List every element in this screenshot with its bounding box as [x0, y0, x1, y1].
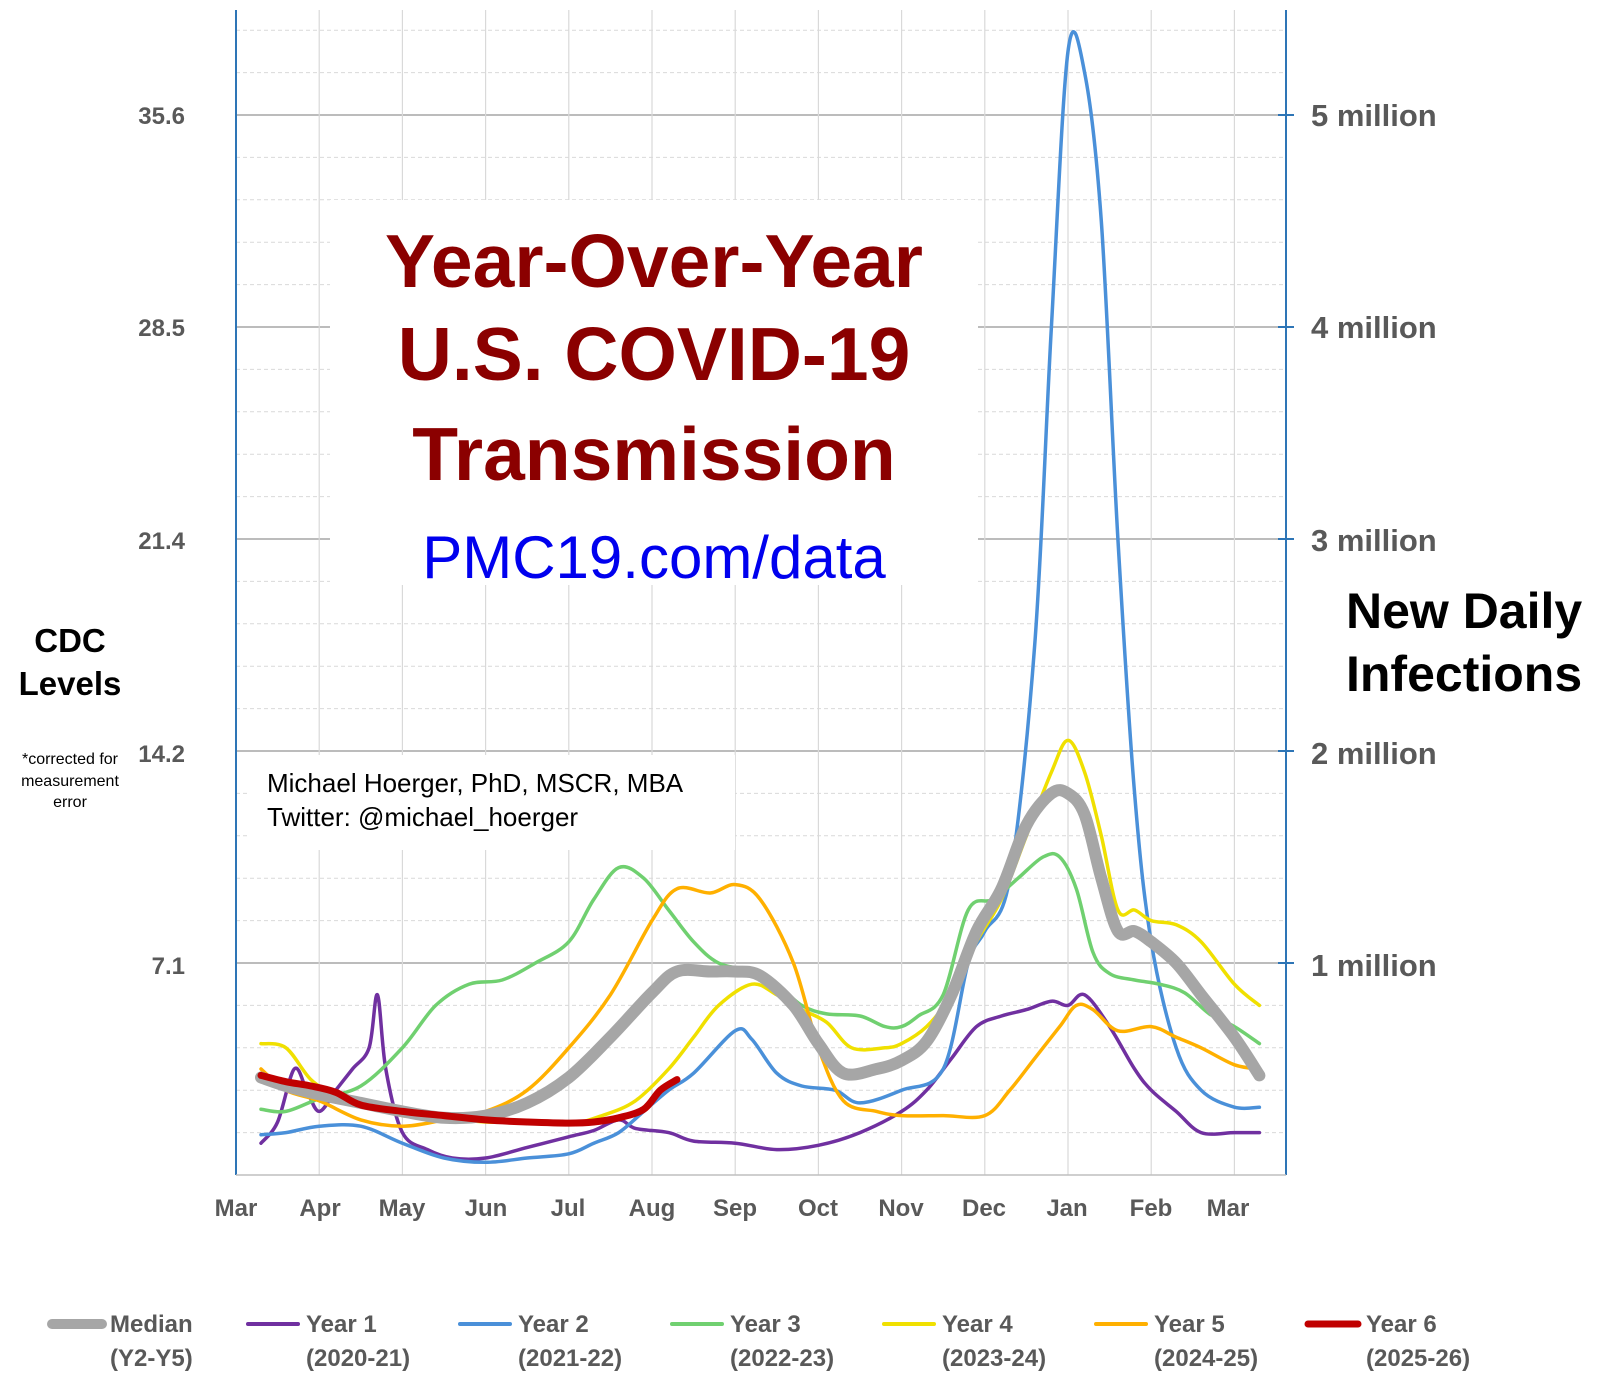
legend-sublabel-median: (Y2-Y5) [110, 1345, 193, 1372]
author-name: Michael Hoerger, PhD, MSCR, MBA [267, 768, 684, 798]
left-axis-note-line-3: error [53, 794, 87, 811]
legend-sublabel-year-3: (2022-23) [730, 1345, 834, 1372]
right-tick-label: 2 million [1311, 736, 1437, 771]
x-tick-label: Feb [1130, 1195, 1173, 1222]
left-axis-title-line-1: CDC [34, 622, 106, 659]
left-tick-label: 28.5 [138, 315, 185, 342]
series-line-median [255, 784, 1266, 1125]
series-line-year-1 [259, 992, 1262, 1161]
x-tick-label: Jun [465, 1195, 508, 1222]
legend-label-year-5: Year 5 [1154, 1311, 1225, 1338]
x-tick-label: Jan [1046, 1195, 1087, 1222]
series-line-year-6 [257, 1071, 681, 1127]
legend: Median (Y2-Y5) Year 1 (2020-21) Year 2 (2021-… [47, 1311, 1470, 1372]
right-axis-title-line-1: New Daily [1346, 583, 1582, 639]
left-axis-note-line-2: measurement [21, 773, 119, 790]
x-tick-label: Mar [215, 1195, 258, 1222]
legend-label-year-6: Year 6 [1366, 1311, 1437, 1338]
x-tick-label: May [379, 1195, 426, 1222]
chart-title-line-2: U.S. COVID-19 [398, 312, 911, 396]
series-layer [255, 30, 1266, 1165]
left-tick-label: 7.1 [152, 953, 185, 980]
legend-sublabel-year-4: (2023-24) [942, 1345, 1046, 1372]
series-line-year-2 [259, 30, 1262, 1165]
data-url[interactable]: PMC19.com/data [422, 524, 886, 591]
legend-label-year-2: Year 2 [518, 1311, 589, 1338]
right-axis-title-line-2: Infections [1346, 646, 1582, 702]
legend-sublabel-year-1: (2020-21) [306, 1345, 410, 1372]
x-tick-label: Oct [798, 1195, 838, 1222]
x-tick-label: Jul [551, 1195, 586, 1222]
legend-sublabel-year-5: (2024-25) [1154, 1345, 1258, 1372]
x-tick-label: Apr [299, 1195, 340, 1222]
legend-sublabel-year-6: (2025-26) [1366, 1345, 1470, 1372]
x-tick-label: Sep [713, 1195, 757, 1222]
left-tick-label: 14.2 [138, 741, 185, 768]
right-tick-label: 1 million [1311, 948, 1437, 983]
author-twitter: Twitter: @michael_hoerger [267, 802, 578, 832]
right-tick-label: 4 million [1311, 310, 1437, 345]
x-tick-label: Dec [962, 1195, 1006, 1222]
legend-label-year-4: Year 4 [942, 1311, 1013, 1338]
chart-title-line-1: Year-Over-Year [385, 219, 923, 303]
legend-label-year-1: Year 1 [306, 1311, 377, 1338]
right-tick-label: 5 million [1311, 98, 1437, 133]
right-tick-label: 3 million [1311, 523, 1437, 558]
legend-sublabel-year-2: (2021-22) [518, 1345, 622, 1372]
x-tick-label: Mar [1207, 1195, 1250, 1222]
left-tick-label: 35.6 [138, 103, 185, 130]
legend-label-year-3: Year 3 [730, 1311, 801, 1338]
left-axis-note-line-1: *corrected for [22, 751, 119, 768]
x-tick-label: Nov [878, 1195, 924, 1222]
series-line-year-3 [259, 851, 1262, 1114]
legend-label-median: Median [110, 1311, 193, 1338]
x-tick-label: Aug [629, 1195, 676, 1222]
left-axis-title-line-2: Levels [19, 665, 122, 702]
title-box [330, 200, 978, 585]
author-box [250, 755, 735, 850]
left-tick-label: 21.4 [138, 528, 185, 555]
right-axis-ticks [1278, 114, 1294, 964]
chart-title-line-3: Transmission [412, 412, 896, 496]
